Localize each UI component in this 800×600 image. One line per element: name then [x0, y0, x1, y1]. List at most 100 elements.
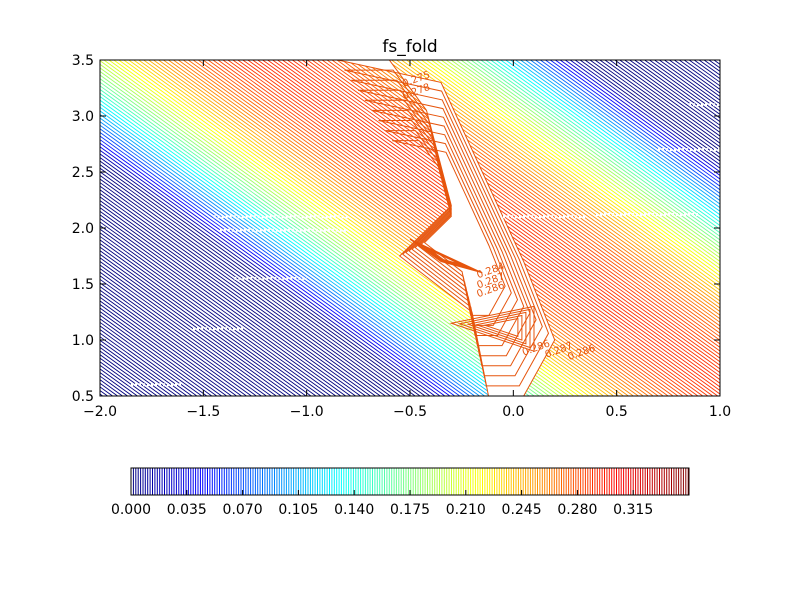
contour-line — [108, 60, 575, 396]
contour-line — [291, 60, 720, 370]
x-tick-label: −1.0 — [290, 404, 324, 420]
y-tick-label: 1.5 — [72, 277, 94, 293]
contour-line — [445, 60, 720, 259]
contour-line — [162, 60, 630, 396]
contour-line — [301, 60, 720, 363]
contour-line — [435, 60, 720, 266]
contour-line — [100, 96, 516, 396]
contour-line — [306, 60, 720, 359]
contour-line — [100, 214, 352, 396]
contour-line — [410, 60, 720, 284]
contour-line — [100, 124, 476, 396]
contour-line — [100, 192, 382, 396]
contour-line — [425, 60, 720, 273]
contour-line — [430, 60, 720, 270]
contour-line — [378, 120, 519, 336]
colorbar-tick-label: 0.315 — [613, 502, 653, 518]
contour-line — [152, 60, 620, 396]
contour-line — [474, 314, 523, 341]
contour-line — [167, 60, 635, 396]
contour-line — [296, 60, 720, 366]
contour-line — [392, 140, 506, 316]
contour-line — [390, 60, 720, 298]
contour-line — [375, 60, 720, 309]
contour-line — [400, 60, 720, 291]
contour-line — [100, 63, 560, 396]
contour-line — [341, 60, 720, 334]
contour-line — [281, 60, 720, 377]
contour-line — [100, 113, 491, 396]
contour-line — [466, 311, 527, 345]
contour-line — [475, 60, 720, 237]
contour-line — [100, 199, 372, 396]
x-tick-label: −0.5 — [393, 404, 427, 420]
contour-line — [100, 196, 377, 396]
contour-line — [100, 174, 406, 396]
contour-line — [100, 156, 431, 396]
colorbar-tick-label: 0.140 — [334, 502, 374, 518]
contour-line — [157, 60, 625, 396]
x-tick-label: 0.0 — [502, 404, 524, 420]
contour-line — [351, 79, 543, 377]
contour-line — [100, 149, 441, 396]
contour-line — [385, 60, 720, 302]
contour-line — [371, 109, 525, 347]
contour-line — [100, 60, 565, 396]
contour-line — [321, 60, 720, 348]
contour-line — [100, 217, 347, 396]
contour-line — [100, 128, 471, 396]
contour-line — [100, 160, 426, 396]
x-axis: −2.0 −1.5 −1.0 −0.5 0.0 0.5 1.0 — [83, 60, 731, 420]
contour-line — [100, 146, 446, 396]
y-tick-label: 2.0 — [72, 221, 94, 237]
contour-line — [460, 60, 720, 248]
contour-line — [450, 60, 720, 255]
contour-line — [100, 189, 387, 396]
contour-line — [100, 182, 397, 396]
contour-line — [346, 60, 720, 331]
colorbar: 0.000 0.035 0.070 0.105 0.140 0.175 0.210 0.245… — [111, 467, 690, 518]
colorbar-tick-label: 0.175 — [390, 502, 430, 518]
x-tick-label: −2.0 — [83, 404, 117, 420]
contour-lines — [100, 60, 720, 396]
contour-line — [276, 60, 720, 381]
contour-line — [465, 60, 720, 245]
contour-line — [100, 67, 555, 396]
y-tick-label: 1.0 — [72, 333, 94, 349]
contour-line — [137, 60, 605, 396]
contour-line — [100, 178, 402, 396]
contour-line — [100, 185, 392, 396]
contour-line — [127, 60, 595, 396]
contour-line — [100, 203, 367, 396]
colorbar-lines — [130, 468, 689, 495]
contour-line — [337, 60, 556, 396]
y-tick-label: 3.0 — [72, 109, 94, 125]
contour-line — [100, 153, 436, 396]
chart-title: fs_fold — [382, 37, 437, 57]
colorbar-tick-label: 0.035 — [167, 502, 207, 518]
contour-line — [415, 60, 720, 280]
contour-line — [351, 60, 720, 327]
contour-line — [100, 131, 466, 396]
contour-line — [118, 60, 585, 396]
y-tick-label: 3.5 — [72, 53, 94, 69]
contour-line — [316, 60, 720, 352]
contour-line — [482, 317, 519, 338]
contour-line — [100, 110, 496, 396]
contour-line — [100, 117, 486, 396]
colorbar-tick-label: 0.280 — [557, 502, 597, 518]
contour-line — [356, 60, 720, 323]
contour-line — [192, 60, 659, 396]
colorbar-tick-label: 0.000 — [111, 502, 151, 518]
x-tick-label: 1.0 — [709, 404, 731, 420]
y-axis: 0.5 1.0 1.5 2.0 2.5 3.0 3.5 — [72, 53, 720, 405]
contour-line — [100, 85, 530, 396]
contour-line — [100, 74, 545, 396]
contour-line — [100, 103, 506, 396]
contour-line — [100, 99, 511, 396]
contour-line — [100, 135, 461, 396]
contour-line — [455, 60, 720, 252]
contour-line — [100, 88, 526, 396]
contour-line — [100, 207, 362, 396]
